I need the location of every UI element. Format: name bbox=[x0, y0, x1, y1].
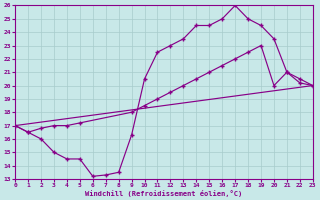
X-axis label: Windchill (Refroidissement éolien,°C): Windchill (Refroidissement éolien,°C) bbox=[85, 190, 243, 197]
